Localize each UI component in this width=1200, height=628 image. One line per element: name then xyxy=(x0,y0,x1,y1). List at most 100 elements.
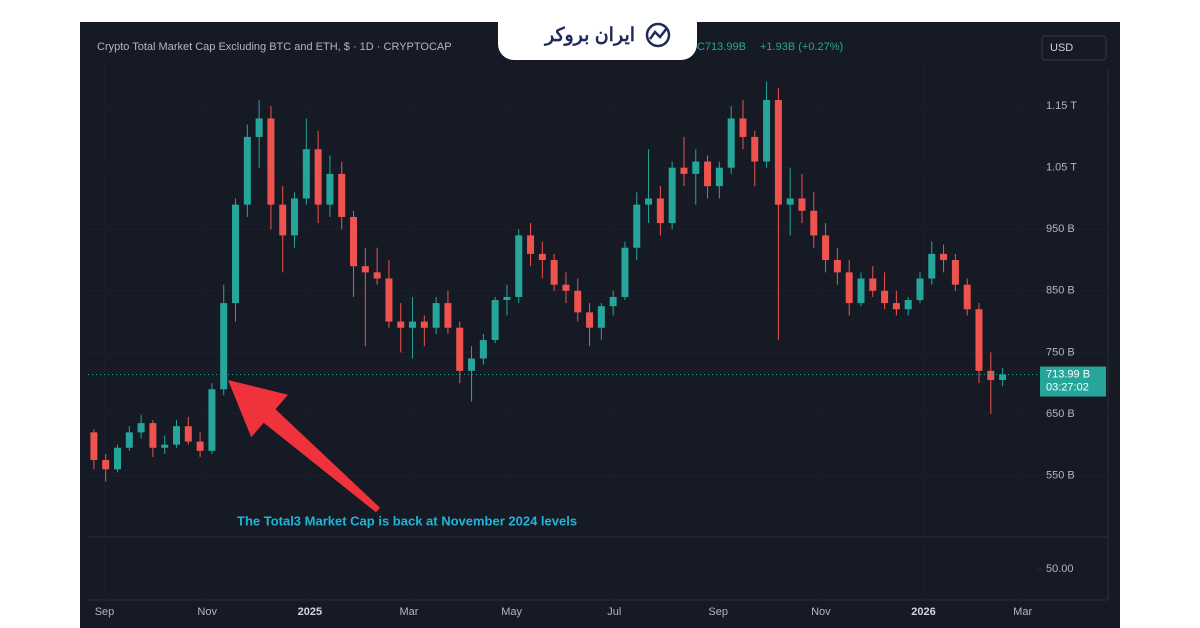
candle-body xyxy=(267,118,275,205)
candle-body xyxy=(161,444,169,448)
candle-body xyxy=(137,423,145,433)
candle-body xyxy=(692,161,700,174)
candle-body xyxy=(621,247,629,297)
candle-body xyxy=(951,260,959,285)
candle-body xyxy=(940,253,948,261)
brand-name: ایران بروکر xyxy=(543,25,635,46)
candle-body xyxy=(869,278,877,291)
last-quote: C713.99B xyxy=(697,41,746,53)
candle-body xyxy=(727,118,735,168)
candle-body xyxy=(574,290,582,313)
candle-body xyxy=(739,118,747,137)
chart-title: Crypto Total Market Cap Excluding BTC an… xyxy=(97,41,452,53)
candle-body xyxy=(314,149,322,205)
candle-body xyxy=(798,198,806,211)
candle-body xyxy=(928,253,936,279)
x-tick-label: Jul xyxy=(607,606,621,618)
candle-body xyxy=(255,118,263,137)
x-tick-label: Mar xyxy=(400,606,419,618)
y-tick-label: 750 B xyxy=(1046,346,1075,358)
candle-body xyxy=(173,426,181,445)
candle-body xyxy=(397,321,405,328)
candle-body xyxy=(987,370,995,381)
y-tick-label: 850 B xyxy=(1046,285,1075,297)
candle-body xyxy=(892,303,900,310)
candle-body xyxy=(208,389,216,451)
x-tick-label: May xyxy=(501,606,522,618)
candle-body xyxy=(857,278,865,304)
candle-body xyxy=(90,432,98,461)
last-price-box xyxy=(1040,366,1106,397)
last-price-label: 713.99 B xyxy=(1046,368,1090,380)
currency-button[interactable] xyxy=(1041,35,1107,61)
x-tick-label: Nov xyxy=(811,606,831,618)
candle-body xyxy=(503,296,511,301)
candle-body xyxy=(916,278,924,301)
candle-body xyxy=(999,374,1007,381)
candle-body xyxy=(149,423,157,448)
candle-body xyxy=(361,266,369,273)
candle-body xyxy=(479,340,487,359)
candle-body xyxy=(444,303,452,328)
candle-body xyxy=(963,284,971,310)
currency-label[interactable]: USD xyxy=(1050,42,1073,54)
candle-body xyxy=(774,100,782,205)
candle-body xyxy=(751,136,759,162)
candle-body xyxy=(338,173,346,217)
candle-body xyxy=(456,327,464,371)
x-tick-label: 2026 xyxy=(911,606,935,618)
candle-body xyxy=(833,260,841,273)
candle-body xyxy=(668,167,676,224)
candle-body xyxy=(704,161,712,187)
candle-body xyxy=(326,173,334,205)
candle-body xyxy=(468,358,476,371)
annotation: The Total3 Market Cap is back at Novembe… xyxy=(237,513,577,528)
candle-body xyxy=(409,321,417,328)
y-tick-label: 550 B xyxy=(1046,469,1075,481)
candle-body xyxy=(196,441,204,451)
candle-body xyxy=(491,300,499,341)
candle-body xyxy=(114,447,122,470)
candle-body xyxy=(385,278,393,322)
candle-body xyxy=(373,272,381,279)
candle-body xyxy=(550,260,558,285)
candle-body xyxy=(633,204,641,248)
candle-body xyxy=(515,235,523,297)
candle-body xyxy=(420,321,428,328)
candle-body xyxy=(881,290,889,304)
candle-body xyxy=(763,100,771,162)
annotation-arrow xyxy=(228,380,380,513)
candle-body xyxy=(291,198,299,236)
candle-body xyxy=(562,284,570,291)
candle-body xyxy=(645,198,653,205)
candle-body xyxy=(220,303,228,390)
candle-body xyxy=(350,216,358,267)
candle-body xyxy=(243,136,251,205)
candle-body xyxy=(125,432,133,448)
candle-body xyxy=(279,204,287,236)
x-tick-label: Nov xyxy=(197,606,217,618)
countdown: 03:27:02 xyxy=(1046,381,1089,393)
candle-body xyxy=(232,204,240,304)
candle-body xyxy=(715,167,723,187)
candle-body xyxy=(586,312,594,328)
candle-body xyxy=(102,460,110,470)
candle-body xyxy=(822,235,830,261)
change: +1.93B (+0.27%) xyxy=(760,41,843,53)
y-tick-label: 1.05 T xyxy=(1046,162,1077,174)
brand-icon xyxy=(645,22,671,48)
x-tick-label: Sep xyxy=(95,606,115,618)
candle-body xyxy=(184,426,192,442)
x-tick-label: Sep xyxy=(708,606,728,618)
candle-body xyxy=(597,306,605,328)
candle-body xyxy=(680,167,688,174)
candle-body xyxy=(432,303,440,328)
candle-body xyxy=(904,300,912,310)
y-tick-label: 650 B xyxy=(1046,408,1075,420)
y-tick-label: 950 B xyxy=(1046,223,1075,235)
candle-body xyxy=(527,235,535,254)
candle-body xyxy=(302,149,310,199)
candle-body xyxy=(810,210,818,236)
candle-body xyxy=(656,198,664,224)
